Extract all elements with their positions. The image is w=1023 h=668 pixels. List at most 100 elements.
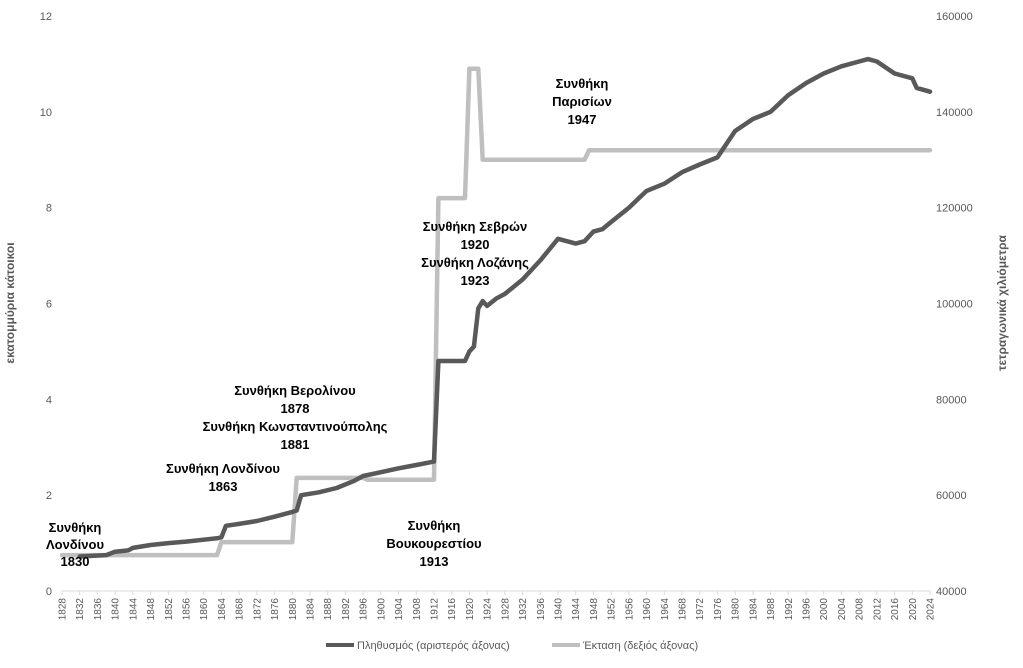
series-group [59, 56, 933, 559]
right-tick-label: 100000 [936, 299, 973, 311]
x-tick-label: 2020 [908, 598, 919, 621]
x-tick-label: 1876 [270, 598, 281, 621]
annotation-treaty: Συνθήκη Λονδίνου 1863 [166, 461, 280, 494]
x-tick-label: 1948 [589, 598, 600, 621]
x-tick-label: 1912 [430, 598, 441, 621]
x-tick-label: 1932 [518, 598, 529, 621]
annotation-line: Συνθήκη [49, 520, 102, 535]
annotation-line: Συνθήκη Βερολίνου [234, 383, 356, 398]
x-tick-label: 1836 [93, 598, 104, 621]
x-tick-label: 2016 [890, 598, 901, 621]
legend-label-population: Πληθυσμός (αριστερός άξονας) [357, 640, 510, 652]
annotation-treaty: Συνθήκη Λονδίνου 1830 [46, 520, 105, 569]
x-tick-label: 2024 [926, 598, 937, 621]
x-tick-label: 1936 [536, 598, 547, 621]
x-tick-label: 2000 [819, 598, 830, 621]
left-tick-label: 8 [46, 203, 52, 215]
x-tick-label: 1840 [111, 598, 122, 621]
annotation-line: 1878 [281, 401, 310, 416]
x-tick-label: 1832 [75, 598, 86, 621]
x-tick-label: 1928 [500, 598, 511, 621]
x-tick-label: 1908 [412, 598, 423, 621]
left-tick-label: 0 [46, 586, 52, 598]
right-tick-label: 40000 [936, 586, 967, 598]
annotation-treaty: Συνθήκη Βερολίνου 1878 Συνθήκη Κωνσταντινο… [203, 383, 388, 452]
right-axis-ticks: 40000 60000 80000 100000 120000 140000 160000 [936, 11, 973, 598]
x-tick-label: 1944 [571, 598, 582, 621]
x-tick-label: 1972 [695, 598, 706, 621]
left-tick-label: 2 [46, 490, 52, 502]
right-axis-title: τετραγωνικά χιλιόμετρα [995, 234, 1009, 370]
x-tick-label: 1828 [58, 598, 69, 621]
legend: Πληθυσμός (αριστερός άξονας) Έκταση (δεξ… [326, 640, 698, 652]
x-tick-label: 1852 [164, 598, 175, 621]
annotation-line: Συνθήκη Λονδίνου [166, 461, 280, 476]
x-tick-label: 1860 [199, 598, 210, 621]
x-tick-label: 1920 [465, 598, 476, 621]
x-tick-label: 1892 [341, 598, 352, 621]
x-tick-label: 1964 [660, 598, 671, 621]
x-tick-label: 1968 [678, 598, 689, 621]
right-tick-label: 160000 [936, 11, 973, 23]
x-tick-label: 1976 [713, 598, 724, 621]
x-tick-label: 1992 [784, 598, 795, 621]
x-tick-label: 1988 [766, 598, 777, 621]
x-tick-label: 1984 [748, 598, 759, 621]
x-tick-label: 1856 [182, 598, 193, 621]
x-tick-label: 1844 [128, 598, 139, 621]
x-tick-label: 2004 [837, 598, 848, 621]
population-series-line [77, 56, 933, 559]
annotation-line: 1863 [209, 479, 238, 494]
annotation-line: 1923 [461, 273, 490, 288]
legend-label-area: Έκταση (δεξιός άξονας) [582, 640, 698, 652]
x-tick-label: 1864 [217, 598, 228, 621]
annotation-line: Συνθήκη Σεβρών [423, 219, 528, 234]
x-tick-label: 1900 [376, 598, 387, 621]
annotation-line: 1830 [61, 554, 90, 569]
annotation-line: 1913 [420, 554, 449, 569]
annotation-line: Συνθήκη Κωνσταντινούπολης [203, 419, 388, 434]
annotation-line: 1881 [281, 437, 310, 452]
x-tick-label: 1848 [146, 598, 157, 621]
x-tick-label: 1980 [731, 598, 742, 621]
annotation-line: Συνθήκη [556, 76, 609, 91]
area-series-line [59, 66, 933, 558]
annotation-line: Βουκουρεστίου [386, 536, 482, 551]
x-tick-label: 1868 [235, 598, 246, 621]
annotation-line: Λονδίνου [46, 537, 105, 552]
right-tick-label: 60000 [936, 490, 967, 502]
x-tick-label: 1924 [483, 598, 494, 621]
right-tick-label: 120000 [936, 203, 973, 215]
x-tick-label: 2012 [872, 598, 883, 621]
x-tick-label: 1880 [288, 598, 299, 621]
annotation-line: 1920 [461, 237, 490, 252]
left-tick-label: 4 [46, 394, 52, 406]
x-tick-label: 1956 [624, 598, 635, 621]
x-tick-label: 1952 [607, 598, 618, 621]
x-tick-label: 1872 [252, 598, 263, 621]
annotation-treaty: Συνθήκη Σεβρών 1920 Συνθήκη Λοζάνης 1923 [421, 219, 529, 288]
x-tick-label: 1888 [323, 598, 334, 621]
annotation-line: Συνθήκη [408, 518, 461, 533]
annotation-treaty: Συνθήκη Βουκουρεστίου 1913 [386, 518, 482, 569]
annotation-line: 1947 [568, 112, 597, 127]
annotation-line: Συνθήκη Λοζάνης [421, 255, 529, 270]
x-tick-label: 1884 [306, 598, 317, 621]
left-tick-label: 10 [40, 107, 52, 119]
right-tick-label: 80000 [936, 394, 967, 406]
annotation-treaty: Συνθήκη Παρισίων 1947 [552, 76, 612, 127]
left-axis-ticks: 0 2 4 6 8 10 12 [40, 11, 52, 598]
x-tick-label: 1904 [394, 598, 405, 621]
x-tick-label: 2008 [855, 598, 866, 621]
x-axis-ticks: 1828 1832 1836 1840 1844 1848 1852 1856 1860 1864… [58, 591, 937, 620]
x-tick-label: 1896 [359, 598, 370, 621]
x-tick-label: 1996 [802, 598, 813, 621]
x-tick-label: 1916 [447, 598, 458, 621]
x-tick-label: 1960 [642, 598, 653, 621]
right-tick-label: 140000 [936, 107, 973, 119]
left-tick-label: 6 [46, 299, 52, 311]
left-tick-label: 12 [40, 11, 52, 23]
annotation-line: Παρισίων [552, 94, 612, 109]
